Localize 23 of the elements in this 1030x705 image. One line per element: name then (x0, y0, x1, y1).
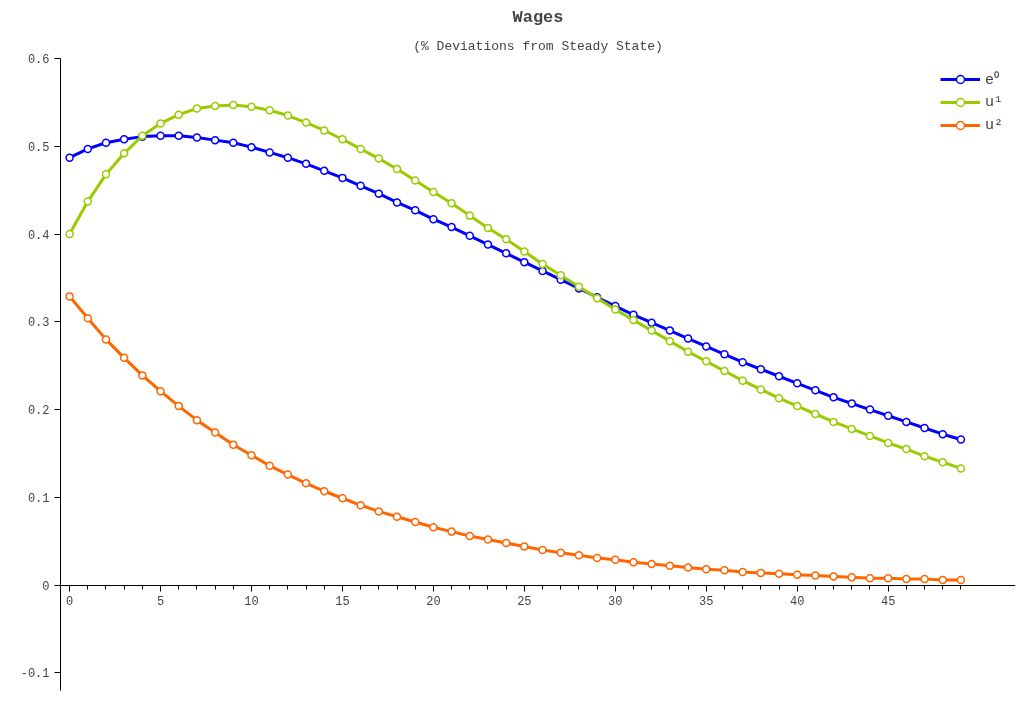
chart-title: Wages (512, 7, 564, 27)
x-tick-label: 20 (426, 595, 441, 610)
x-tick-label: 30 (608, 595, 623, 610)
x-tick-label: 40 (790, 595, 805, 610)
chart-subtitle: (% Deviations from Steady State) (413, 38, 663, 54)
y-tick-label: 0.5 (27, 140, 50, 155)
x-tick-label: 45 (880, 595, 896, 610)
x-tick-label: 25 (517, 595, 532, 610)
legend-label: e⁰ (985, 70, 1000, 89)
x-tick-label: 15 (335, 595, 350, 610)
y-tick-label: 0.4 (27, 228, 50, 243)
y-tick-label: 0.3 (27, 316, 50, 331)
x-tick-label: 0 (65, 595, 74, 610)
y-tick-label: 0.1 (27, 491, 50, 506)
y-tick-label: -0.1 (20, 667, 50, 682)
y-tick-label: 0.2 (27, 404, 50, 419)
x-tick-label: 35 (699, 595, 714, 610)
x-tick-label: 5 (156, 595, 165, 610)
legend-label: u¹ (985, 93, 1004, 111)
y-tick-label: 0 (42, 579, 50, 594)
legend-label: u² (985, 116, 1004, 134)
x-tick-label: 10 (244, 595, 259, 610)
y-tick-label: 0.6 (27, 53, 50, 67)
